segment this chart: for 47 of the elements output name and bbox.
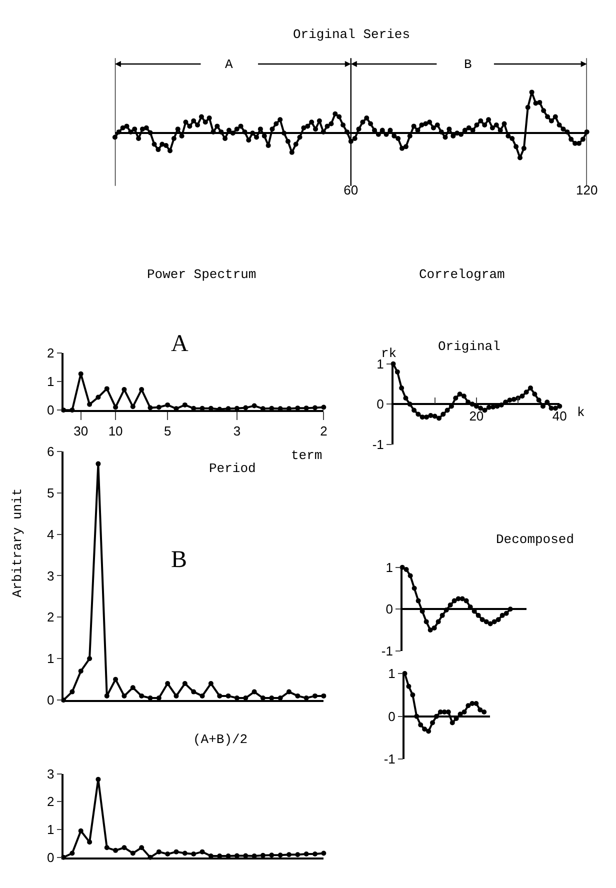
y-tick-label: 1 bbox=[388, 666, 396, 682]
chart-title: Correlogram bbox=[419, 267, 506, 282]
y-tick-label: 3 bbox=[46, 766, 54, 782]
y-tick-label: 5 bbox=[46, 485, 54, 500]
text: Original bbox=[438, 339, 501, 354]
annotation: B bbox=[171, 547, 188, 573]
y-tick-label: -1 bbox=[372, 437, 384, 452]
y-tick-label: 2 bbox=[46, 610, 54, 625]
text: A bbox=[225, 57, 233, 72]
y-axis-title: Arbitrary unit bbox=[10, 488, 25, 598]
y-tick-label: 1 bbox=[386, 560, 393, 575]
chart-title: Original Series bbox=[293, 27, 410, 42]
y-tick-label: 3 bbox=[46, 568, 54, 584]
y-tick-label: 2 bbox=[46, 794, 54, 810]
x-axis-title: k bbox=[577, 405, 585, 420]
x-tick-label: 40 bbox=[552, 408, 567, 424]
x-tick-label: 3 bbox=[233, 423, 241, 438]
y-tick-label: 2 bbox=[46, 346, 54, 361]
chart-title: Power Spectrum bbox=[147, 267, 256, 282]
y-tick-label: 0 bbox=[46, 692, 54, 708]
chart-title: Decomposed bbox=[496, 532, 574, 547]
y-tick-label: 0 bbox=[46, 850, 54, 865]
x-axis-title: Period bbox=[209, 461, 256, 476]
annotation: term bbox=[291, 448, 322, 463]
x-tick-label: 2 bbox=[320, 423, 328, 438]
x-tick-label: 60 bbox=[344, 182, 358, 198]
text: (A+B)/2 bbox=[193, 732, 248, 747]
y-tick-label: 6 bbox=[46, 444, 54, 459]
y-tick-label: 0 bbox=[388, 708, 396, 724]
x-tick-label: 5 bbox=[164, 423, 172, 438]
y-tick-label: 1 bbox=[46, 374, 54, 390]
text: B bbox=[464, 57, 472, 72]
y-tick-label: 1 bbox=[46, 822, 54, 838]
x-tick-label: 120 bbox=[576, 182, 598, 198]
annotation: A bbox=[171, 331, 189, 357]
x-tick-label: 20 bbox=[469, 408, 484, 424]
y-tick-label: 0 bbox=[376, 396, 384, 412]
y-tick-label: 4 bbox=[46, 526, 54, 542]
y-axis-title: rk bbox=[381, 346, 397, 361]
y-tick-label: -1 bbox=[384, 752, 396, 767]
x-tick-label: 10 bbox=[108, 423, 123, 438]
y-tick-label: -1 bbox=[381, 643, 393, 658]
y-tick-label: 1 bbox=[376, 356, 384, 372]
x-tick-label: 30 bbox=[74, 423, 88, 438]
y-tick-label: 0 bbox=[386, 602, 393, 617]
y-tick-label: 0 bbox=[46, 402, 54, 418]
y-tick-label: 1 bbox=[46, 651, 54, 666]
